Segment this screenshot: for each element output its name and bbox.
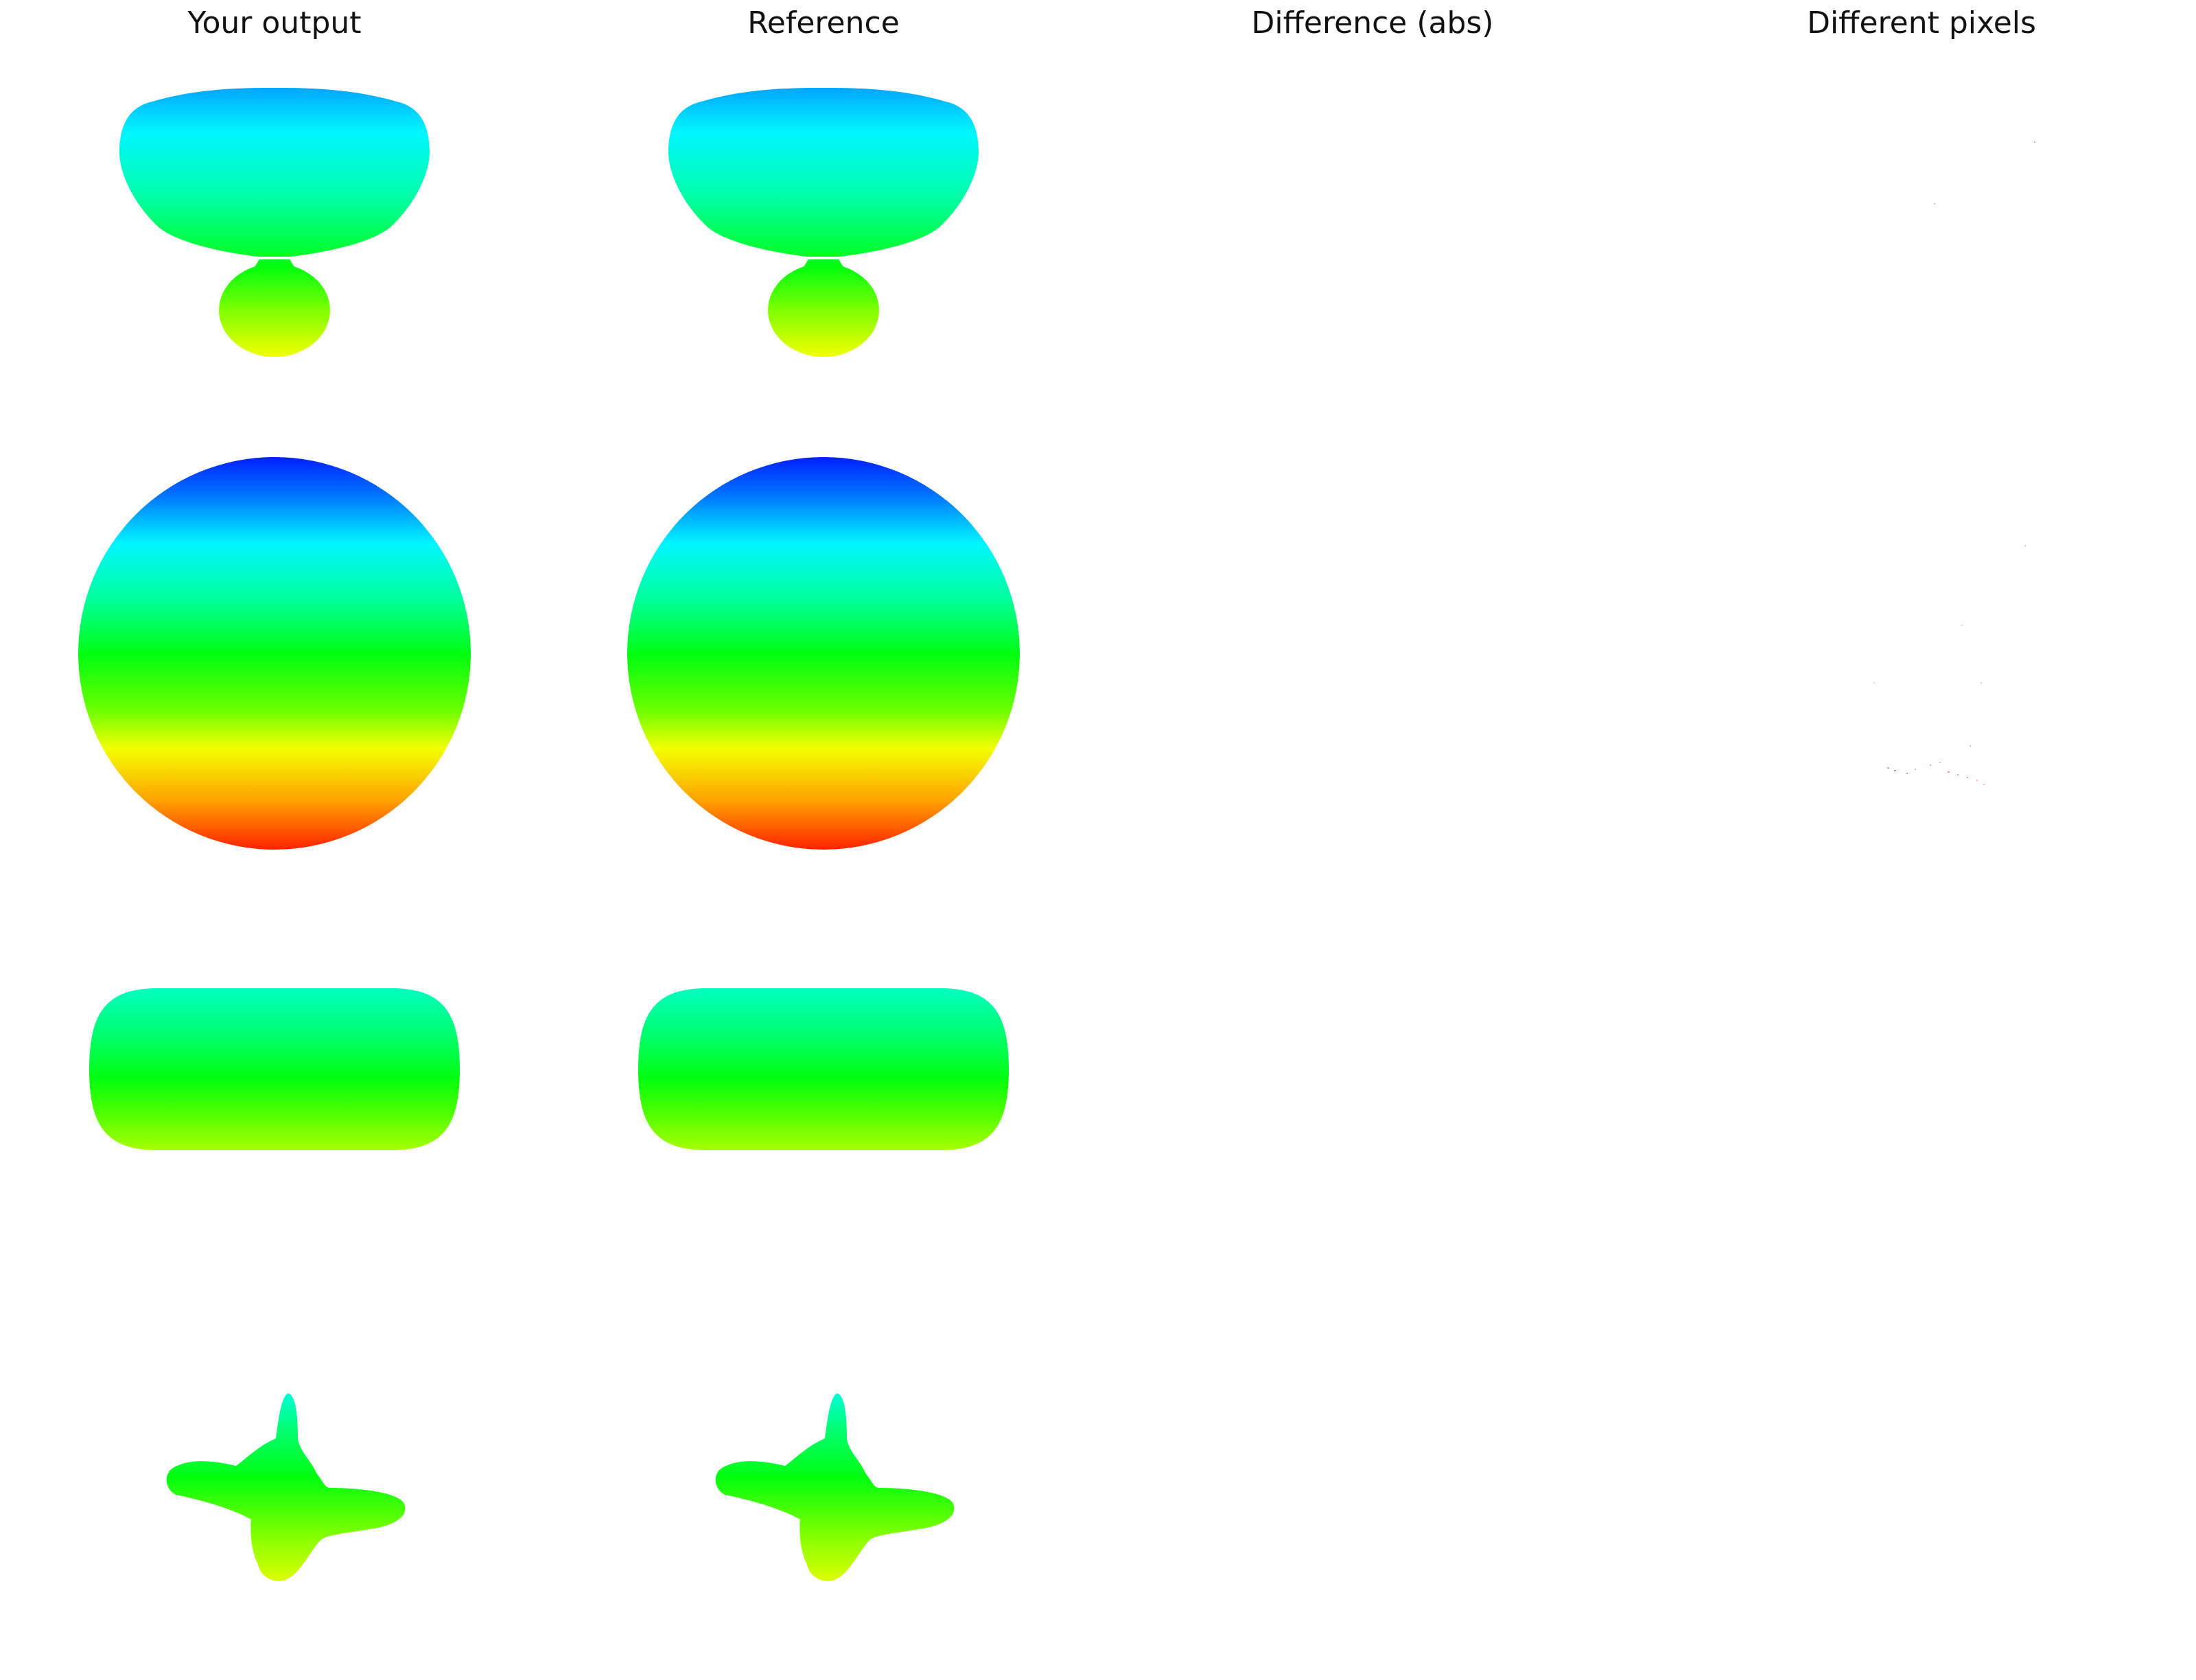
diff-speck <box>1906 773 1908 774</box>
diff-speck <box>1930 765 1931 766</box>
diff-speck <box>1983 784 1985 785</box>
different-pixels-panel <box>1873 141 2035 785</box>
diff-speck <box>1981 682 1982 684</box>
diff-speck <box>1957 774 1959 775</box>
reference-bulb-shape <box>668 88 979 357</box>
diff-speck <box>1939 762 1941 763</box>
reference-sphere-shape <box>627 457 1020 850</box>
output-bulb-shape <box>119 88 430 357</box>
diff-speck <box>1967 777 1968 778</box>
title-your-output: Your output <box>187 5 362 40</box>
title-different-pixels: Different pixels <box>1807 5 2036 40</box>
diff-speck <box>2034 141 2035 143</box>
diff-speck <box>1976 780 1978 781</box>
diff-speck <box>1887 767 1889 769</box>
reference-star-shape <box>715 1393 955 1581</box>
diff-speck <box>1915 769 1916 770</box>
diff-speck <box>1873 682 1875 684</box>
diff-speck <box>1948 771 1950 773</box>
diff-speck <box>1970 745 1971 747</box>
diff-speck <box>1961 625 1963 626</box>
title-difference-abs: Difference (abs) <box>1251 5 1494 40</box>
reference-pill-shape <box>638 988 1009 1150</box>
diff-speck <box>2024 545 2026 546</box>
reference-panel <box>627 88 1020 1581</box>
output-pill-shape <box>89 988 460 1150</box>
title-reference: Reference <box>747 5 900 40</box>
output-panel <box>78 88 471 1581</box>
diff-speck <box>1934 203 1935 205</box>
diff-speck <box>1894 770 1896 771</box>
output-sphere-shape <box>78 457 471 850</box>
output-star-shape <box>166 1393 406 1581</box>
